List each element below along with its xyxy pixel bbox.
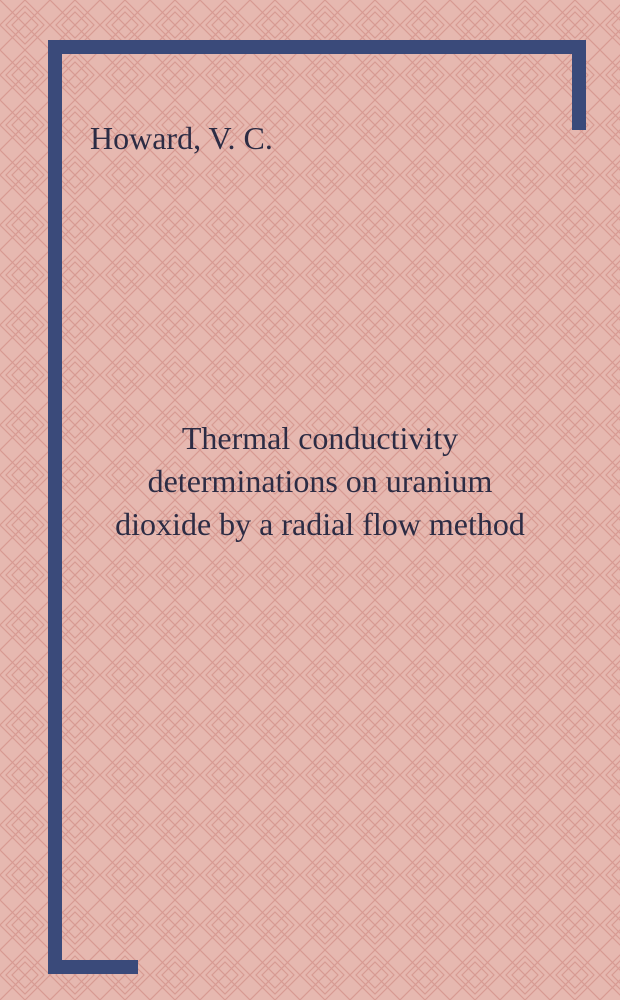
book-title: Thermal conductivity determinations on u… xyxy=(90,417,550,547)
book-cover: Howard, V. C. Thermal conductivity deter… xyxy=(0,0,620,1000)
cover-text-block: Howard, V. C. Thermal conductivity deter… xyxy=(90,120,550,547)
author-name: Howard, V. C. xyxy=(90,120,550,157)
